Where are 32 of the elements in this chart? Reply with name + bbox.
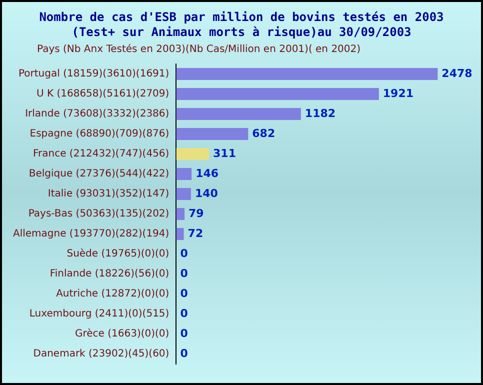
data-label: 0 xyxy=(180,246,188,260)
data-label: 0 xyxy=(180,346,188,360)
data-label: 0 xyxy=(180,326,188,340)
y-tick-label: Belgique (27376)(544)(422) xyxy=(28,168,170,180)
data-label: 72 xyxy=(188,226,204,240)
data-label: 146 xyxy=(196,166,219,180)
data-label: 311 xyxy=(213,146,236,160)
y-tick-label: France (212432)(747)(456) xyxy=(33,148,170,160)
data-label: 0 xyxy=(180,266,188,280)
y-tick-label: U K (168658)(5161)(2709) xyxy=(36,88,170,100)
data-label: 1182 xyxy=(304,106,336,120)
data-label: 2478 xyxy=(442,66,472,80)
y-tick-label: Espagne (68890)(709)(876) xyxy=(30,128,170,140)
data-label: 79 xyxy=(188,206,204,220)
y-tick-label: Irlande (73608)(3332)(2386) xyxy=(25,108,170,120)
data-label: 140 xyxy=(194,186,218,200)
y-tick-label: Autriche (12872)(0)(0) xyxy=(56,288,170,300)
y-tick-label: Danemark (23902)(45)(60) xyxy=(33,348,170,360)
y-tick-label: Italie (93031)(352)(147) xyxy=(48,188,170,200)
y-tick-label: Suède (19765)(0)(0) xyxy=(66,248,170,260)
y-tick-label: Allemagne (193770)(282)(194) xyxy=(12,228,170,240)
chart-title: Nombre de cas d'ESB par million de bovins testés en 2003 (Test+ sur Animaux morts à risque)au 30/09/2003 xyxy=(38,10,445,40)
data-label: 682 xyxy=(252,126,276,140)
data-label: 0 xyxy=(180,306,188,320)
data-label: 1921 xyxy=(382,86,414,100)
data-label: 0 xyxy=(180,286,188,300)
y-tick-label: Finlande (18226)(56)(0) xyxy=(50,268,170,280)
y-tick-label: Portugal (18159)(3610)(1691) xyxy=(18,68,170,80)
y-axis-title: Pays (Nb Anx Testés en 2003)(Nb Cas/Million en 2001)( en 2002) xyxy=(37,44,362,55)
y-tick-label: Luxembourg (2411)(0)(515) xyxy=(29,308,170,320)
y-tick-label: Pays-Bas (50363)(135)(202) xyxy=(28,208,170,220)
y-tick-label: Grèce (1663)(0)(0) xyxy=(74,328,170,340)
